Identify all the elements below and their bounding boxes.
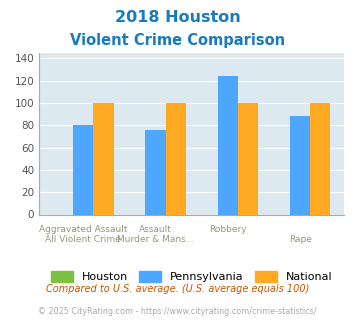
Text: Rape: Rape [289, 235, 312, 244]
Bar [146, 130, 166, 214]
Text: 2018 Houston: 2018 Houston [115, 10, 240, 25]
Text: Murder & Mans...: Murder & Mans... [117, 235, 194, 244]
Bar [73, 125, 93, 214]
Text: Violent Crime Comparison: Violent Crime Comparison [70, 33, 285, 48]
Bar [218, 76, 238, 214]
Bar [93, 103, 114, 214]
Text: Compared to U.S. average. (U.S. average equals 100): Compared to U.S. average. (U.S. average … [46, 284, 309, 294]
Text: Assault: Assault [139, 224, 172, 234]
Bar [290, 116, 310, 214]
Text: All Violent Crime: All Violent Crime [45, 235, 121, 244]
Text: Aggravated Assault: Aggravated Assault [39, 224, 127, 234]
Bar [238, 103, 258, 214]
Text: Robbery: Robbery [209, 224, 247, 234]
Bar [166, 103, 186, 214]
Bar [310, 103, 331, 214]
Text: © 2025 CityRating.com - https://www.cityrating.com/crime-statistics/: © 2025 CityRating.com - https://www.city… [38, 307, 317, 315]
Legend: Houston, Pennsylvania, National: Houston, Pennsylvania, National [46, 266, 337, 286]
